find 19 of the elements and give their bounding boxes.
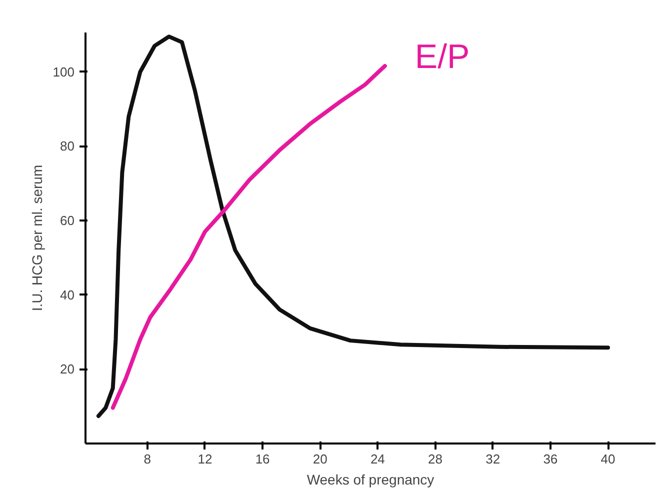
line-series [110,64,387,410]
y-tick-label: 20 [60,362,75,377]
x-tick-label: 40 [600,452,616,466]
y-axis-title: I.U. HCG per ml. serum [28,164,45,312]
y-tick-label: 100 [52,64,75,80]
y-tick-label: 80 [60,138,75,154]
x-tick-label: 12 [198,452,212,466]
x-tick-label: 16 [255,452,270,466]
x-tick-label: 20 [312,452,328,466]
x-tick-label: 24 [370,452,385,466]
line-series [96,34,610,418]
x-tick-label: 36 [543,452,558,466]
y-tick-label: 40 [60,287,75,302]
series-label: E/P [414,38,470,76]
x-tick-label: 32 [486,452,500,466]
x-tick-label: 28 [428,452,443,466]
y-tick-label: 60 [60,213,75,228]
x-axis-title: Weeks of pregnancy [306,472,434,488]
x-tick-label: 8 [144,452,152,466]
